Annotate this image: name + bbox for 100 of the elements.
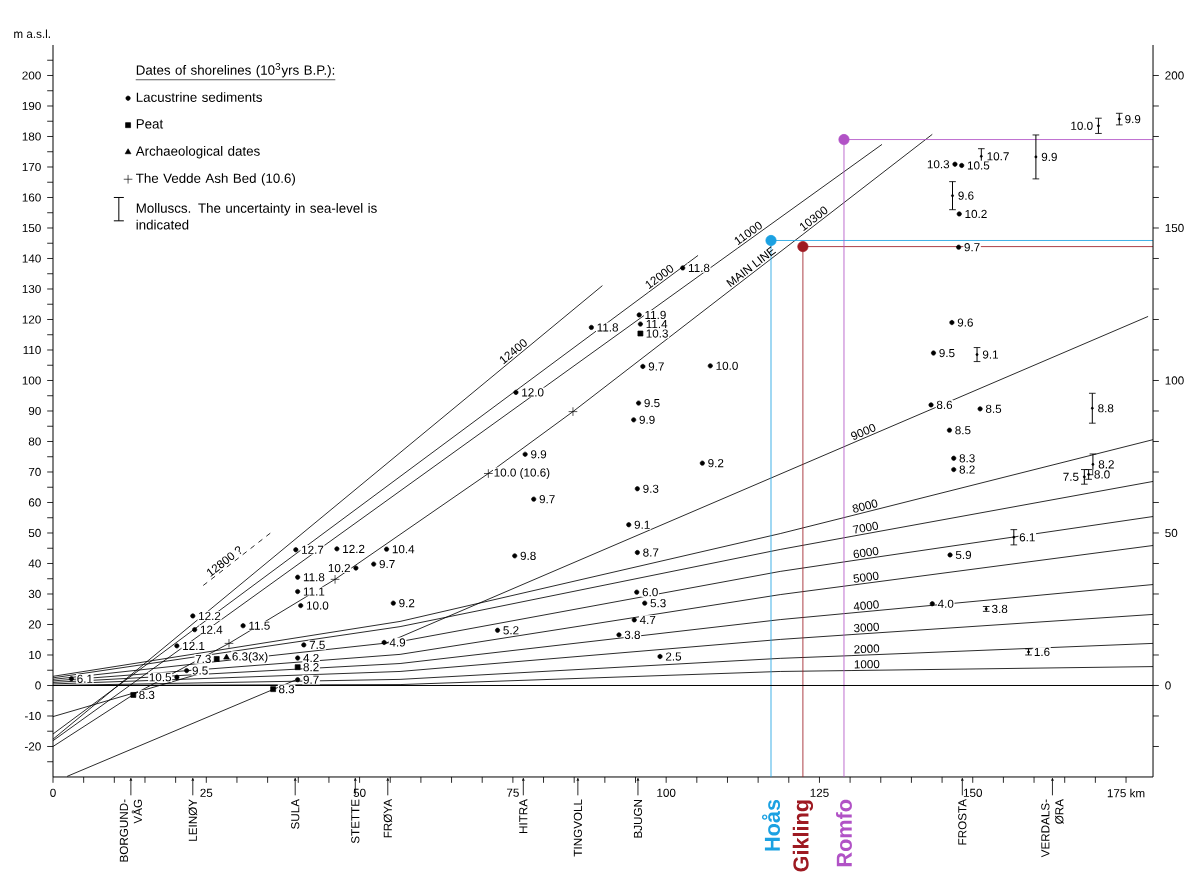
x-tick-label: 0 [50,788,56,797]
legend-title: Dates of shorelines (10$^{3}$yrs B.P.): [136,62,335,78]
y-tick-label: 100 [22,376,41,385]
y-tick-label: 150 [22,223,41,233]
annotation: 10.0 [1071,121,1093,130]
annotation: 3.8 [992,604,1008,614]
annotation: 10.2 [328,563,350,573]
y-tick-label: 60 [28,498,41,507]
annotation: 6.1 [1019,533,1035,542]
text: STETTE [351,799,360,844]
y-tick-label: -20 [24,742,41,751]
y2-tick-label: 100 [1165,376,1184,385]
annotation: 10.3 [646,329,668,338]
annotation: 9.6 [958,191,974,200]
y-tick-label: 10 [29,650,41,660]
y-tick-label: 70 [28,467,41,477]
annotation: 9.7 [648,362,664,371]
annotation: 6.3(3x) [232,652,268,663]
y-tick-label: 30 [28,589,41,599]
annotation: 11.1 [303,587,325,596]
y-tick-label: 170 [22,162,41,172]
text: TINGVOLL [573,799,582,857]
annotation: 9.9 [1041,152,1057,162]
legend-label: Archaeological dates [135,145,260,159]
y-tick-label: 0 [35,681,41,690]
annotation: 4.2 [303,653,319,663]
annotation: 9.5 [644,398,660,408]
x-tick-label: 75 [506,788,519,797]
text: 7000 [852,521,879,534]
annotation: 6.0 [642,588,658,597]
annotation: 9.9 [1125,114,1141,124]
annotation: 5.2 [503,626,519,635]
text: Romfo [836,799,852,867]
annotation: 9.1 [634,520,650,529]
annotation: 11.8 [688,263,710,273]
annotation: 8.0 [1094,470,1110,479]
text: LEINØY [188,799,198,841]
annotation: 10.0 [716,361,738,370]
annotation: 9.7 [964,243,980,252]
annotation: 10.3 [927,160,950,169]
annotation: 10.5 [149,673,172,682]
text: BJUGN [633,799,643,838]
annotation: 11.5 [249,621,270,630]
annotation: 9.2 [708,459,724,468]
y-tick-label: 40 [28,559,41,568]
y2-tick-label: 150 [1165,223,1184,233]
y-tick-label: 160 [22,193,41,202]
annotation: 9.7 [379,559,395,569]
text: BORGUND-VÅG [119,799,142,862]
annotation: 2.5 [665,652,682,661]
annotation: 8.6 [936,400,953,410]
y-tick-label: 50 [28,528,41,538]
annotation: 8.2 [959,465,975,474]
annotation: 7.3 [195,654,211,664]
y-tick-label: 80 [28,437,41,446]
annotation: 7.5 [309,640,325,649]
annotation: 3.8 [624,630,640,639]
annotation: 12.0 [522,388,544,397]
annotation: 12.7 [302,545,324,554]
annotation: 9.6 [957,318,973,327]
text: HITRA [519,799,528,834]
y-tick-label: 200 [22,71,41,80]
annotation: 12.4 [200,625,223,634]
annotation: 12.2 [343,544,365,553]
x-tick-label: 50 [353,788,366,797]
y2-tick-label: 0 [1165,681,1171,690]
annotation: 11.9 [645,310,666,320]
x-tick-label: 175 km [1107,788,1145,798]
annotation: 8.3 [959,454,975,463]
annotation: 12.1 [183,641,205,650]
x-tick-label: 25 [200,788,213,797]
text: 6000 [853,546,879,559]
annotation: 9.1 [982,350,998,359]
legend-label: Molluscs. The uncertainty in sea-level is indicated [136,203,377,230]
text: Gikling [792,800,814,872]
text: SULA [291,799,300,829]
annotation: 9.9 [531,450,547,459]
y-axis-title: m a.s.l. [14,29,50,38]
y-tick-label: 90 [28,406,41,416]
y-tick-label: 120 [22,315,41,324]
annotation: 8.2 [303,663,319,672]
annotation: 9.8 [520,551,536,560]
annotation: 11.8 [597,323,619,332]
x-tick-label: 150 [963,788,983,797]
text: 9000 [851,423,876,440]
annotation: 5.3 [650,599,666,608]
text: 5000 [853,571,879,583]
text: Hoås [761,799,781,851]
series-label: 3000 [853,622,879,633]
annotation: 10.2 [965,209,987,219]
annotation: 11.8 [303,573,325,582]
y-tick-label: 140 [22,254,41,263]
y-tick-label: 110 [23,345,41,355]
text: FRØYA [383,799,393,838]
legend-label: Peat [136,119,164,129]
annotation: 9.5 [939,348,955,358]
annotation: 9.2 [399,599,415,608]
annotation: 6.1 [77,674,93,683]
annotation: 9.9 [639,415,655,424]
annotation: 10.7 [987,152,1009,161]
